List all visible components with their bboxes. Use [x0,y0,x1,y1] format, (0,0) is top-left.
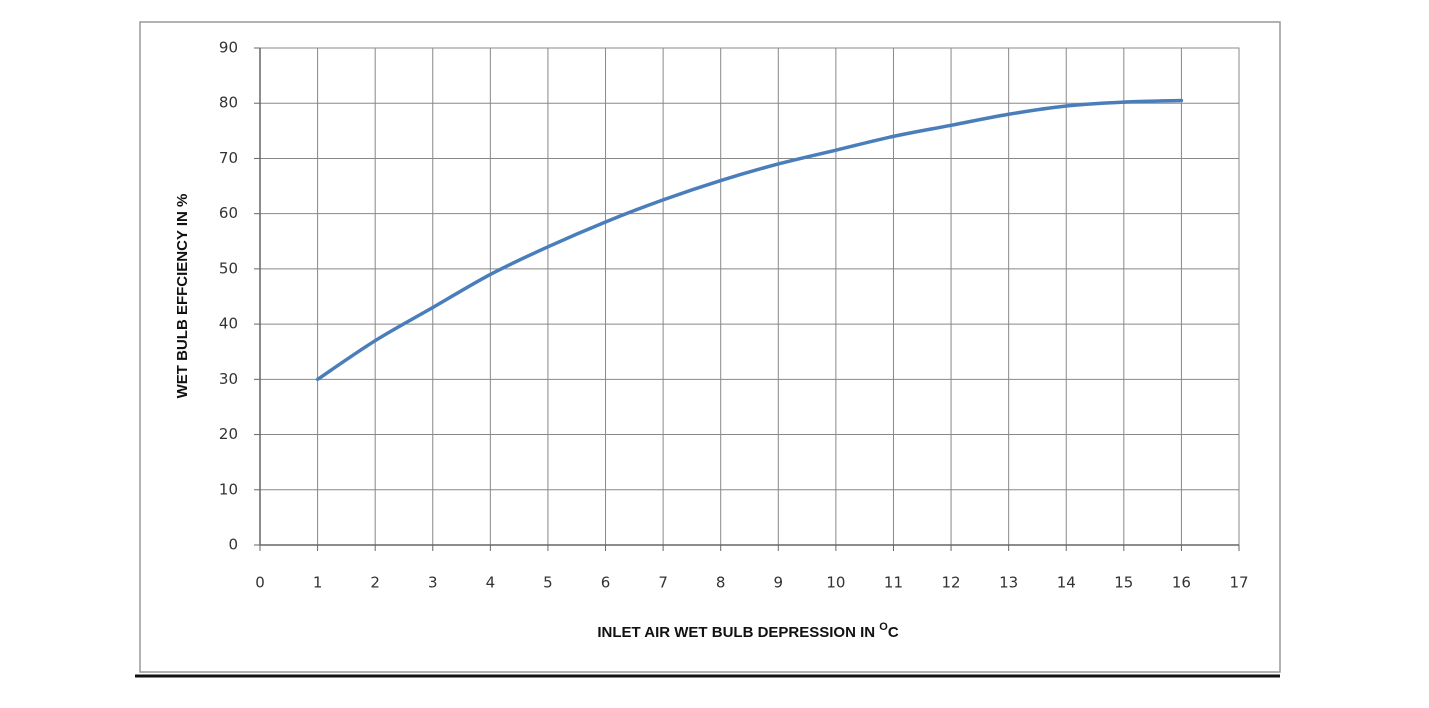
x-tick-label: 9 [774,574,784,592]
y-tick-label: 40 [219,315,238,333]
y-tick-label: 0 [228,536,238,554]
x-tick-label: 13 [999,574,1018,592]
y-tick-label: 30 [219,370,238,388]
data-line [315,98,1184,382]
x-tick-label: 12 [942,574,961,592]
x-axis-title-main: INLET AIR WET BULB DEPRESSION IN [597,624,879,641]
x-tick-label: 10 [826,574,845,592]
x-tick-label: 5 [543,574,553,592]
plot-area [259,47,1240,546]
y-tick-label: 20 [219,425,238,443]
grid: 0 1 2 3 4 5 6 7 8 9 10 11 12 13 14 15 16 1701020304050607… [219,39,1249,592]
y-tick-label: 90 [219,39,238,57]
x-axis-title-unit: C [888,624,899,641]
y-tick-label: 50 [219,259,238,277]
x-tick-label: 14 [1057,574,1076,592]
x-axis-title: INLET AIR WET BULB DEPRESSION IN OC [597,621,899,641]
x-tick-label: 6 [601,574,611,592]
x-tick-label: 2 [370,574,380,592]
x-tick-label: 17 [1229,574,1248,592]
y-tick-label: 80 [219,94,238,112]
x-tick-label: 0 [255,574,265,592]
x-tick-label: 7 [658,574,668,592]
y-tick-label: 10 [219,480,238,498]
y-axis-title: WET BULB EFFCIENCY IN % [174,194,191,399]
x-tick-label: 16 [1172,574,1191,592]
x-tick-label: 11 [884,574,903,592]
plot [315,98,1184,382]
x-tick-label: 15 [1114,574,1133,592]
x-tick-label: 8 [716,574,726,592]
x-tick-label: 4 [486,574,496,592]
x-tick-label: 1 [313,574,323,592]
x-tick-label: 3 [428,574,438,592]
y-tick-label: 60 [219,204,238,222]
y-tick-label: 70 [219,149,238,167]
x-axis-title-sup: O [879,621,888,633]
